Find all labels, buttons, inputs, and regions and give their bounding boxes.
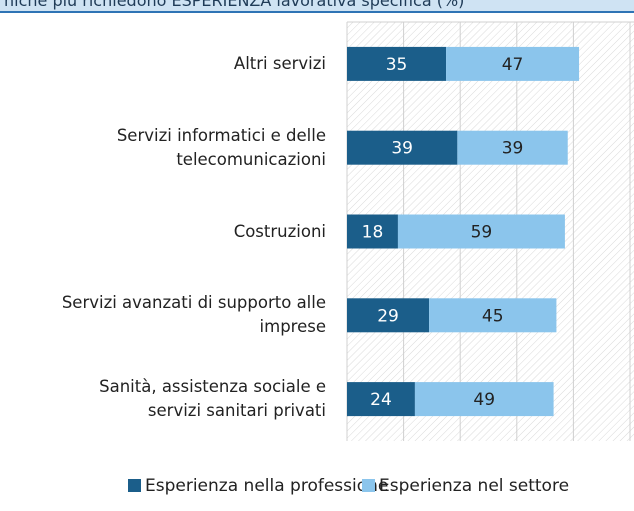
value-label: 39 [391,139,413,159]
value-label: 18 [362,223,384,243]
bar-segment [397,214,565,249]
value-label: 45 [482,306,504,326]
category-label: Servizi avanzati di supporto alle impres… [61,293,326,337]
legend-swatch [362,479,375,492]
category-label: Costruzioni [233,221,326,241]
category-label: Sanità, assistenza sociale e servizi san… [99,377,326,421]
legend-swatch [128,479,141,492]
legend-label: Esperienza nel settore [379,476,570,496]
legend-label: Esperienza nella professione [145,476,389,496]
value-label: 47 [502,55,524,75]
category-label: Servizi informatici e delle telecomunica… [116,125,326,169]
value-label: 35 [386,55,408,75]
value-label: 24 [370,390,392,410]
category-label: Altri servizi [233,53,326,73]
bar-segment [347,214,398,249]
bar-segment [347,130,458,165]
value-label: 59 [471,223,493,243]
bar-segment [457,130,568,165]
bar-segment [347,298,430,333]
legend-item: Esperienza nel settore [362,476,569,496]
value-label: 49 [473,390,495,410]
bar-segment [414,382,554,417]
header-band: niche più richiedono ESPERIENZA lavorati… [0,0,634,13]
bar-segment [429,298,557,333]
bar-segment [347,46,447,81]
bar-segment [347,382,415,417]
chart-title: niche più richiedono ESPERIENZA lavorati… [4,0,465,10]
legend-item: Esperienza nella professione [128,476,388,496]
value-label: 29 [377,306,399,326]
value-label: 39 [502,139,524,159]
bar-segment [446,46,580,81]
